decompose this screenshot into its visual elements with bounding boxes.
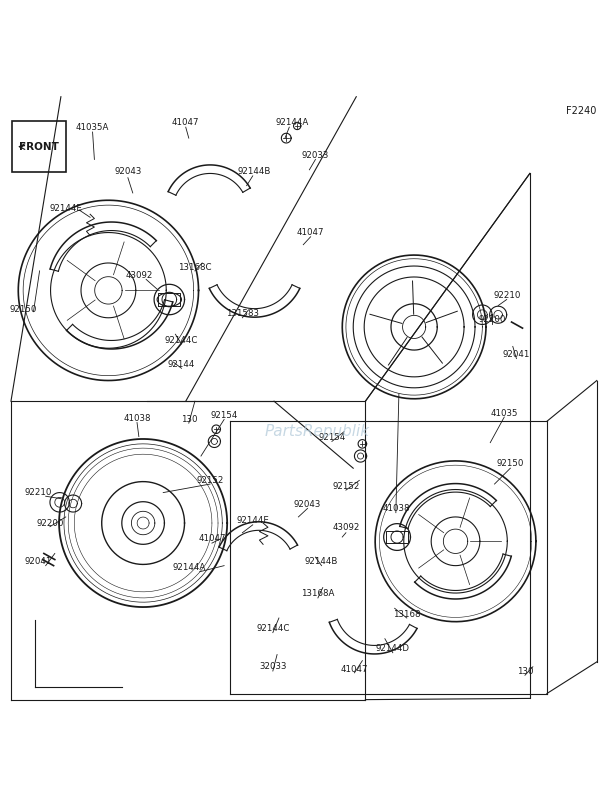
Text: 92144: 92144 [168, 360, 195, 369]
Text: 43092: 43092 [125, 270, 152, 280]
Text: 41035: 41035 [490, 409, 518, 418]
FancyBboxPatch shape [12, 121, 66, 172]
Text: 92144E: 92144E [49, 204, 82, 213]
Text: 92041: 92041 [503, 350, 530, 359]
Text: 92154: 92154 [211, 410, 238, 420]
Text: 92144D: 92144D [376, 644, 410, 653]
Text: 92144B: 92144B [305, 557, 338, 566]
Text: 92144C: 92144C [165, 336, 198, 345]
Text: 41047: 41047 [198, 534, 226, 543]
Text: 92210: 92210 [24, 488, 51, 497]
Text: 130: 130 [516, 666, 533, 675]
Text: 13168: 13168 [393, 610, 421, 619]
Text: 41035A: 41035A [76, 122, 109, 132]
Text: 92144A: 92144A [172, 563, 205, 572]
Text: FRONT: FRONT [19, 142, 59, 152]
Text: F2240: F2240 [566, 106, 597, 117]
Text: 92150: 92150 [497, 459, 524, 469]
Text: 92144E: 92144E [236, 516, 269, 525]
Text: 41038: 41038 [382, 504, 410, 513]
Text: 92154: 92154 [319, 434, 345, 442]
Text: 43092: 43092 [333, 523, 359, 532]
Text: 92043: 92043 [294, 500, 321, 510]
Text: 131583: 131583 [226, 309, 259, 318]
Text: 92041: 92041 [24, 557, 51, 566]
Text: 92144C: 92144C [256, 624, 289, 633]
Text: 92152: 92152 [333, 482, 359, 491]
Text: 130: 130 [180, 415, 197, 424]
Text: 92150: 92150 [10, 306, 37, 314]
Text: 13168A: 13168A [301, 589, 334, 598]
Text: PartsRepublik: PartsRepublik [264, 424, 369, 439]
Text: 41038: 41038 [123, 414, 151, 422]
Text: 92033: 92033 [302, 150, 329, 160]
Text: 92200: 92200 [479, 315, 505, 324]
Text: 92144A: 92144A [276, 118, 309, 127]
Text: 92152: 92152 [197, 476, 224, 485]
Text: 41047: 41047 [172, 118, 200, 127]
Text: 92043: 92043 [114, 167, 141, 176]
Text: 92144B: 92144B [238, 167, 271, 176]
Text: 41047: 41047 [340, 665, 368, 674]
Text: 92210: 92210 [493, 290, 520, 300]
Text: 92200: 92200 [37, 518, 63, 527]
Text: 13168C: 13168C [178, 262, 212, 272]
Text: 32033: 32033 [259, 662, 287, 671]
Text: 41047: 41047 [297, 228, 325, 237]
